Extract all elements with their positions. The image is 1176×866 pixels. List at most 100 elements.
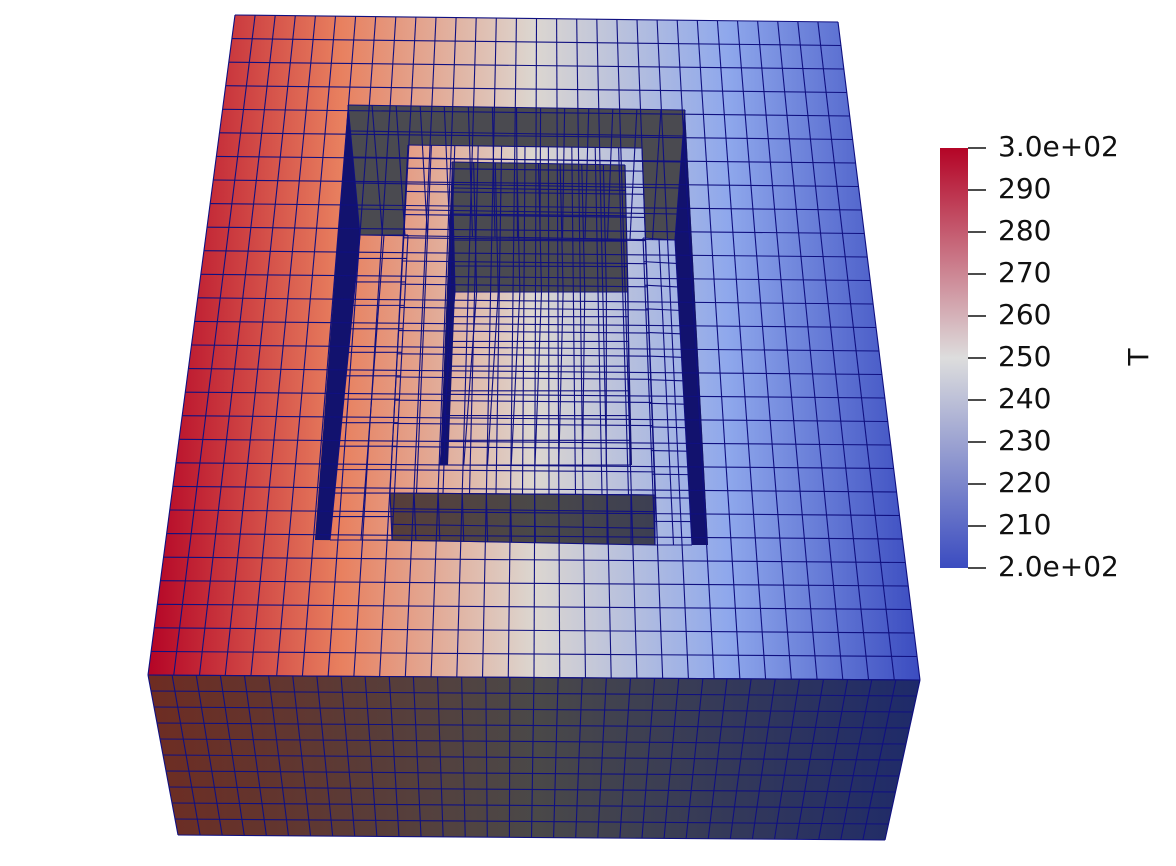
mesh-line <box>151 650 918 658</box>
mesh-line <box>516 163 521 293</box>
mesh-grid <box>389 144 656 496</box>
mesh-line <box>154 627 915 634</box>
mesh-grid <box>451 161 629 293</box>
mesh-line <box>658 238 675 546</box>
colorbar-label: 260 <box>998 298 1051 331</box>
mesh-line <box>642 237 656 546</box>
mesh-line <box>413 493 417 541</box>
mesh-line <box>225 85 847 94</box>
mesh-line <box>407 144 643 149</box>
mesh-line <box>389 492 656 496</box>
mesh-line <box>391 469 655 473</box>
mesh-line <box>185 391 885 399</box>
mesh-line <box>473 162 478 293</box>
mesh-line <box>347 104 686 111</box>
mesh-line <box>347 104 361 236</box>
mesh-line <box>359 234 676 241</box>
mesh-grid <box>389 492 656 546</box>
mesh-line <box>647 355 682 358</box>
mesh-line <box>485 493 489 542</box>
mesh-line <box>509 493 513 543</box>
hole-floor-right <box>643 238 692 545</box>
colorbar-label: 240 <box>998 382 1051 415</box>
colorbar-label: 280 <box>998 214 1051 247</box>
colorbar <box>940 148 968 568</box>
mesh-line <box>360 234 385 541</box>
mesh-line <box>461 493 465 542</box>
mesh-line <box>646 331 681 335</box>
mesh-line <box>228 61 844 70</box>
mesh-line <box>453 213 627 217</box>
mesh-line <box>166 533 903 540</box>
mesh-line <box>582 494 584 544</box>
mesh-line <box>150 690 917 697</box>
mesh-line <box>521 146 526 495</box>
colorbar-label: 3.0e+02 <box>998 130 1119 163</box>
mesh-line <box>147 674 921 681</box>
mesh-line <box>171 802 893 809</box>
mesh-line <box>463 291 478 466</box>
inner-block-front <box>390 493 655 545</box>
mesh-line <box>558 291 564 466</box>
mesh-line <box>207 226 865 235</box>
mesh-line <box>674 239 693 546</box>
mesh-line <box>439 291 456 466</box>
mesh-line <box>651 449 687 452</box>
mesh-line <box>641 147 656 496</box>
mesh-line <box>200 273 871 282</box>
mesh-line <box>486 291 499 466</box>
mesh-line <box>437 493 441 541</box>
mesh-line <box>468 145 479 494</box>
mesh-line <box>395 105 406 236</box>
mesh-line <box>627 291 631 466</box>
mesh-line <box>160 580 909 587</box>
mesh-line <box>162 754 903 761</box>
mesh-line <box>390 508 656 513</box>
mesh-line <box>175 462 894 470</box>
mesh-line <box>210 203 862 211</box>
mesh-line <box>558 494 560 544</box>
mesh-line <box>581 291 586 466</box>
mesh-line <box>188 368 882 376</box>
mesh-line <box>643 261 677 265</box>
mesh-line <box>391 234 409 541</box>
mesh-line <box>495 146 503 494</box>
mesh-line <box>642 237 676 241</box>
mesh-line <box>177 834 886 841</box>
mesh-line <box>203 250 868 258</box>
mesh-line <box>674 109 686 241</box>
mesh-line <box>650 426 686 429</box>
mesh-line <box>581 164 586 293</box>
mesh-line <box>371 105 384 236</box>
mesh-line <box>350 130 684 137</box>
mesh-line <box>649 402 685 405</box>
mesh-line <box>168 786 896 793</box>
mesh-line <box>329 234 361 541</box>
mesh-line <box>159 738 907 745</box>
mesh-line <box>602 164 607 293</box>
mesh-line <box>153 706 914 713</box>
mesh-line <box>182 415 888 423</box>
mesh-line <box>391 523 656 529</box>
mesh-line <box>395 376 651 380</box>
mesh-line <box>415 145 432 494</box>
mesh-line <box>397 353 650 357</box>
mesh-line <box>174 818 889 825</box>
mesh-line <box>157 603 912 611</box>
mesh-line <box>165 770 900 777</box>
mesh-line <box>452 187 626 191</box>
colorbar-label: 230 <box>998 424 1051 457</box>
mesh-line <box>494 162 499 293</box>
mesh-line <box>156 722 910 729</box>
mesh-line <box>398 330 649 334</box>
mesh-line <box>194 320 877 329</box>
mesh-line <box>191 344 880 352</box>
mesh-line <box>624 164 629 293</box>
mesh-line <box>454 265 628 268</box>
mesh-line <box>537 163 543 293</box>
mesh-line <box>453 239 627 242</box>
mesh-line <box>213 179 859 188</box>
mesh-line <box>451 161 456 293</box>
mesh-line <box>222 108 850 117</box>
colorbar-label: 2.0e+02 <box>998 550 1119 583</box>
